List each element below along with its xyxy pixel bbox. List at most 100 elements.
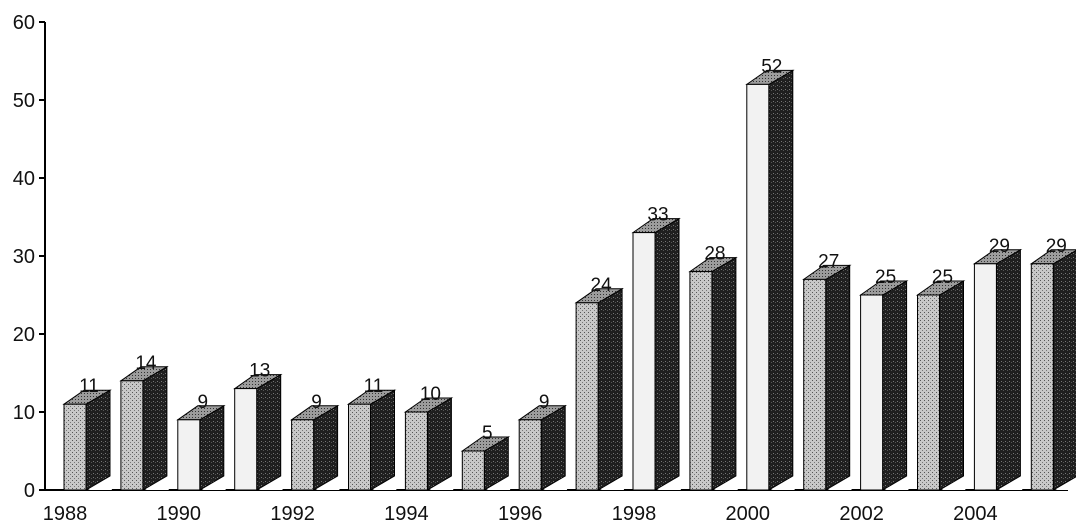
- data-label: 25: [875, 267, 896, 288]
- bar-front-face: [234, 388, 258, 491]
- bars: [62, 69, 1076, 491]
- x-tick-label: 1996: [498, 503, 543, 525]
- bar-front-face: [803, 278, 827, 491]
- y-tick-label: 50: [13, 90, 35, 112]
- bar-floor-wedge: [88, 478, 112, 490]
- x-tick-label: 1992: [270, 503, 315, 525]
- bar: [688, 256, 738, 491]
- data-label: 11: [79, 376, 99, 397]
- bar: [403, 397, 454, 491]
- y-tick-label: 10: [13, 402, 35, 424]
- bar-front-face: [917, 294, 940, 491]
- bar: [1029, 249, 1076, 491]
- y-tick-label: 60: [13, 12, 35, 34]
- bar-side-face: [882, 280, 908, 491]
- data-label: 29: [989, 236, 1010, 257]
- bar-floor-wedge: [827, 478, 852, 490]
- bar-side-face: [939, 280, 964, 491]
- bar-front-face: [860, 294, 884, 491]
- bar-floor-wedge: [657, 478, 681, 490]
- bar-front-face: [404, 411, 428, 491]
- data-label: 29: [1046, 236, 1067, 257]
- bar-front-face: [63, 403, 87, 491]
- bar-side-face: [654, 217, 680, 491]
- data-label: 28: [704, 244, 725, 265]
- bar: [574, 287, 625, 491]
- data-label: 52: [761, 56, 782, 77]
- bar-side-face: [540, 404, 566, 491]
- bar: [290, 404, 340, 491]
- bar-floor-wedge: [884, 478, 909, 490]
- y-tick-label: 30: [13, 246, 35, 268]
- bar-floor-wedge: [201, 478, 226, 490]
- bar: [346, 389, 397, 491]
- data-label: 13: [249, 361, 270, 382]
- y-tick-label: 20: [13, 324, 35, 346]
- bar-side-face: [768, 69, 794, 491]
- data-label: 25: [932, 267, 953, 288]
- bar-front-face: [348, 403, 371, 491]
- bar-floor-wedge: [315, 478, 340, 490]
- bar-front-face: [291, 419, 315, 491]
- bar-side-face: [995, 248, 1021, 491]
- x-tick-label: 1994: [384, 503, 429, 525]
- bar-side-face: [711, 256, 737, 491]
- bar-side-face: [426, 397, 452, 491]
- data-label: 33: [647, 205, 668, 226]
- bar-side-face: [142, 365, 168, 491]
- bar: [859, 280, 909, 491]
- bar-side-face: [313, 404, 339, 491]
- x-tick-label: 1998: [612, 503, 657, 525]
- bar-front-face: [518, 419, 542, 491]
- bar-side-face: [825, 264, 851, 491]
- x-tick-label: 2000: [726, 503, 771, 525]
- bar-floor-wedge: [941, 478, 966, 490]
- data-label: 9: [198, 392, 209, 413]
- bar-side-face: [256, 373, 282, 491]
- bar: [460, 436, 511, 491]
- bar-front-face: [632, 232, 656, 491]
- bar-floor-wedge: [372, 478, 397, 490]
- bar-front-face: [461, 450, 485, 491]
- bar-floor-wedge: [486, 478, 511, 490]
- data-label: 14: [135, 353, 157, 374]
- bar-front-face: [575, 302, 599, 491]
- data-label: 9: [539, 392, 550, 413]
- bar-side-face: [1052, 249, 1076, 491]
- bar-floor-wedge: [429, 478, 454, 490]
- bar-floor-wedge: [998, 478, 1023, 490]
- bar: [915, 280, 966, 491]
- bar-side-face: [199, 404, 225, 491]
- bar-floor-wedge: [144, 478, 169, 490]
- bar-side-face: [370, 389, 395, 491]
- bar: [233, 373, 283, 491]
- y-tick-label: 0: [24, 480, 35, 502]
- y-tick-label: 40: [13, 168, 35, 190]
- bar-floor-wedge: [258, 478, 283, 490]
- bar-front-face: [973, 263, 997, 491]
- bar-front-face: [120, 380, 144, 491]
- bar-floor-wedge: [543, 478, 568, 490]
- data-label: 5: [482, 423, 493, 444]
- bar-front-face: [177, 419, 201, 491]
- bar: [517, 404, 568, 491]
- bar: [802, 264, 852, 491]
- bar-floor-wedge: [770, 478, 795, 490]
- x-tick-label: 2002: [839, 503, 884, 525]
- x-tick-label: 1988: [43, 503, 88, 525]
- bar: [972, 248, 1023, 491]
- data-label: 11: [364, 376, 384, 397]
- data-labels: 11 14 9 13 9 11 10 5 9 24 33 28 52 27 25 25 29 29: [79, 56, 1067, 444]
- x-axis: 1988 1990 1992 1994 1996 1998 2000 2002 2004: [43, 489, 1068, 525]
- bar-front-face: [746, 83, 770, 491]
- bar-front-face: [1030, 263, 1054, 491]
- bar: [745, 69, 795, 491]
- bar: [176, 404, 226, 491]
- bar: [119, 365, 169, 491]
- bar-side-face: [85, 389, 111, 491]
- bar: [62, 389, 112, 491]
- y-axis: 0 10 20 30 40 50 60: [13, 12, 46, 502]
- bar: [631, 217, 681, 491]
- bar-side-face: [597, 287, 623, 491]
